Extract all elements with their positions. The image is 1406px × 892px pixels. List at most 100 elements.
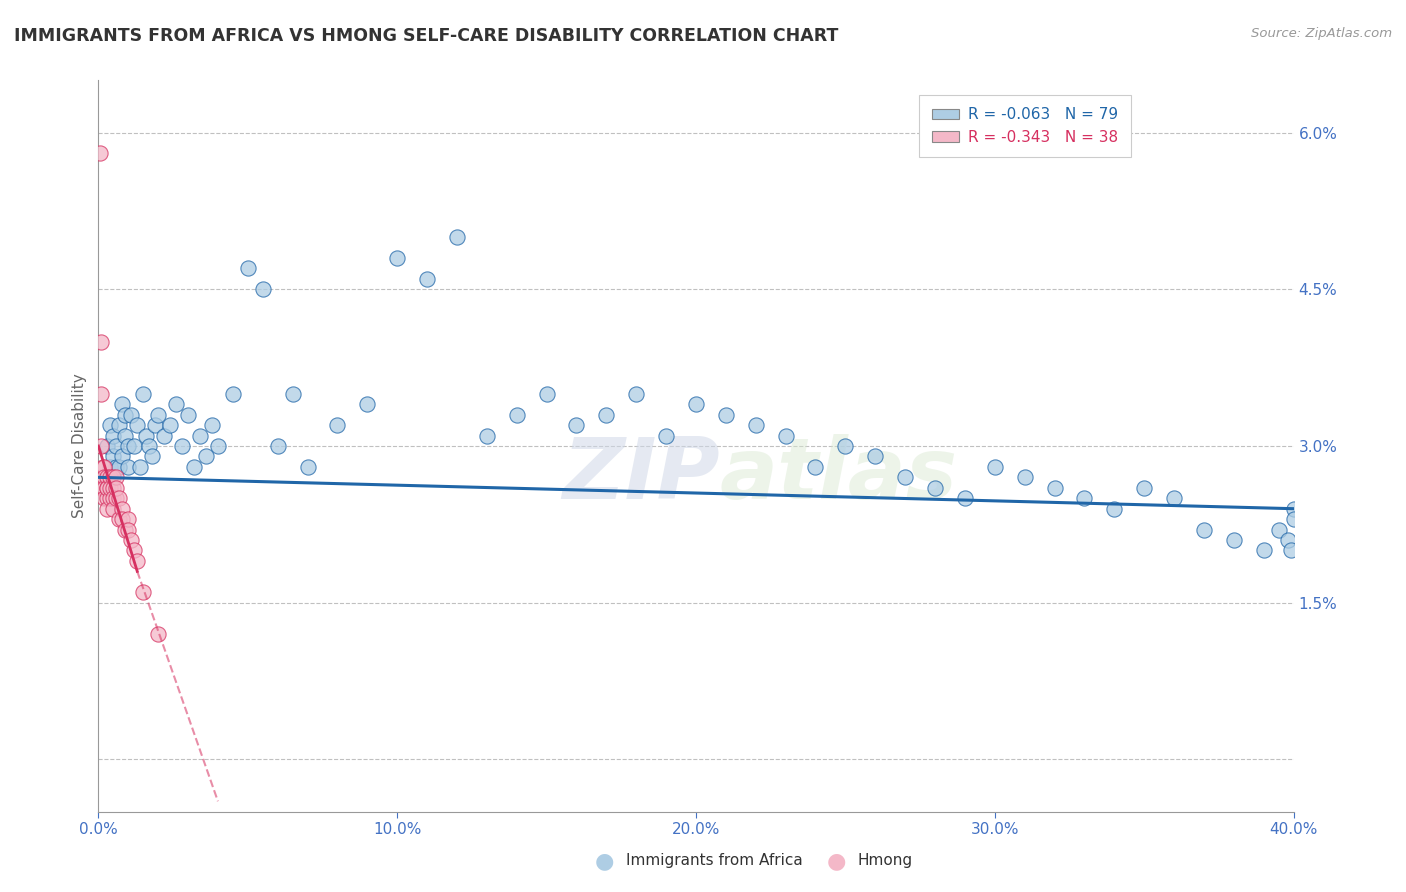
Point [93, 491, 115, 506]
Point [108, 512, 131, 526]
Point [834, 439, 856, 453]
Point [183, 459, 205, 474]
Legend: R = -0.063   N = 79, R = -0.343   N = 38: R = -0.063 N = 79, R = -0.343 N = 38 [920, 95, 1130, 157]
Point [96, 481, 118, 495]
Point [127, 418, 149, 433]
Point [90, 439, 112, 453]
Point [1279, 543, 1302, 558]
Point [1282, 512, 1305, 526]
Point [111, 450, 134, 464]
Point [93, 470, 115, 484]
Point [148, 627, 170, 641]
Point [1282, 501, 1305, 516]
Point [96, 491, 118, 506]
Point [103, 501, 125, 516]
Text: IMMIGRANTS FROM AFRICA VS HMONG SELF-CARE DISABILITY CORRELATION CHART: IMMIGRANTS FROM AFRICA VS HMONG SELF-CAR… [14, 27, 838, 45]
Point [96, 501, 118, 516]
Point [96, 439, 118, 453]
Point [105, 439, 128, 453]
Point [714, 408, 737, 422]
Text: ●: ● [827, 851, 846, 871]
Point [1043, 481, 1066, 495]
Point [103, 481, 125, 495]
Point [93, 470, 115, 484]
Point [129, 459, 152, 474]
Point [894, 470, 917, 484]
Point [159, 418, 181, 433]
Point [536, 386, 558, 401]
Point [103, 428, 125, 442]
Point [108, 418, 131, 433]
Point [93, 459, 115, 474]
Point [114, 408, 136, 422]
Point [89, 334, 111, 349]
Point [626, 386, 648, 401]
Point [148, 408, 170, 422]
Point [655, 428, 678, 442]
Point [1104, 501, 1126, 516]
Point [195, 450, 218, 464]
Point [356, 397, 378, 411]
Point [132, 585, 155, 599]
Point [90, 386, 112, 401]
Point [1277, 533, 1299, 547]
Point [222, 386, 245, 401]
Point [111, 512, 134, 526]
Point [89, 146, 111, 161]
Text: Source: ZipAtlas.com: Source: ZipAtlas.com [1251, 27, 1392, 40]
Text: Hmong: Hmong [858, 854, 912, 868]
Point [924, 481, 946, 495]
Text: atlas: atlas [720, 434, 957, 516]
Point [98, 481, 122, 495]
Point [90, 470, 112, 484]
Point [326, 418, 349, 433]
Point [236, 261, 259, 276]
Point [281, 386, 304, 401]
Point [1253, 543, 1275, 558]
Point [165, 397, 187, 411]
Point [135, 428, 157, 442]
Point [132, 386, 155, 401]
Point [117, 512, 139, 526]
Text: ZIP: ZIP [562, 434, 720, 516]
Point [91, 459, 114, 474]
Point [117, 439, 139, 453]
Point [108, 491, 131, 506]
Point [141, 450, 163, 464]
Point [953, 491, 976, 506]
Point [595, 408, 617, 422]
Point [127, 554, 149, 568]
Point [177, 408, 200, 422]
Point [775, 428, 797, 442]
Point [297, 459, 319, 474]
Point [114, 523, 136, 537]
Point [1192, 523, 1215, 537]
Point [93, 481, 115, 495]
Point [565, 418, 588, 433]
Point [446, 230, 468, 244]
Point [143, 418, 166, 433]
Point [506, 408, 529, 422]
Point [96, 481, 118, 495]
Point [98, 470, 122, 484]
Point [124, 543, 146, 558]
Point [111, 397, 134, 411]
Point [153, 428, 176, 442]
Point [105, 459, 128, 474]
Point [475, 428, 498, 442]
Point [201, 418, 224, 433]
Point [98, 418, 122, 433]
Point [105, 481, 128, 495]
Point [108, 459, 131, 474]
Point [96, 470, 118, 484]
Point [103, 491, 125, 506]
Point [111, 501, 134, 516]
Point [124, 439, 146, 453]
Text: ●: ● [595, 851, 614, 871]
Point [117, 459, 139, 474]
Point [207, 439, 229, 453]
Point [172, 439, 194, 453]
Point [188, 428, 211, 442]
Point [138, 439, 160, 453]
Point [105, 470, 128, 484]
